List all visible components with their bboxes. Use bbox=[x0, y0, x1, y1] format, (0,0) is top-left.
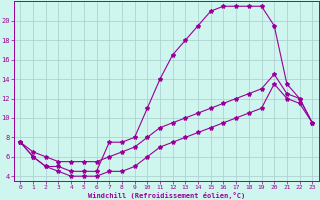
X-axis label: Windchill (Refroidissement éolien,°C): Windchill (Refroidissement éolien,°C) bbox=[88, 192, 245, 199]
